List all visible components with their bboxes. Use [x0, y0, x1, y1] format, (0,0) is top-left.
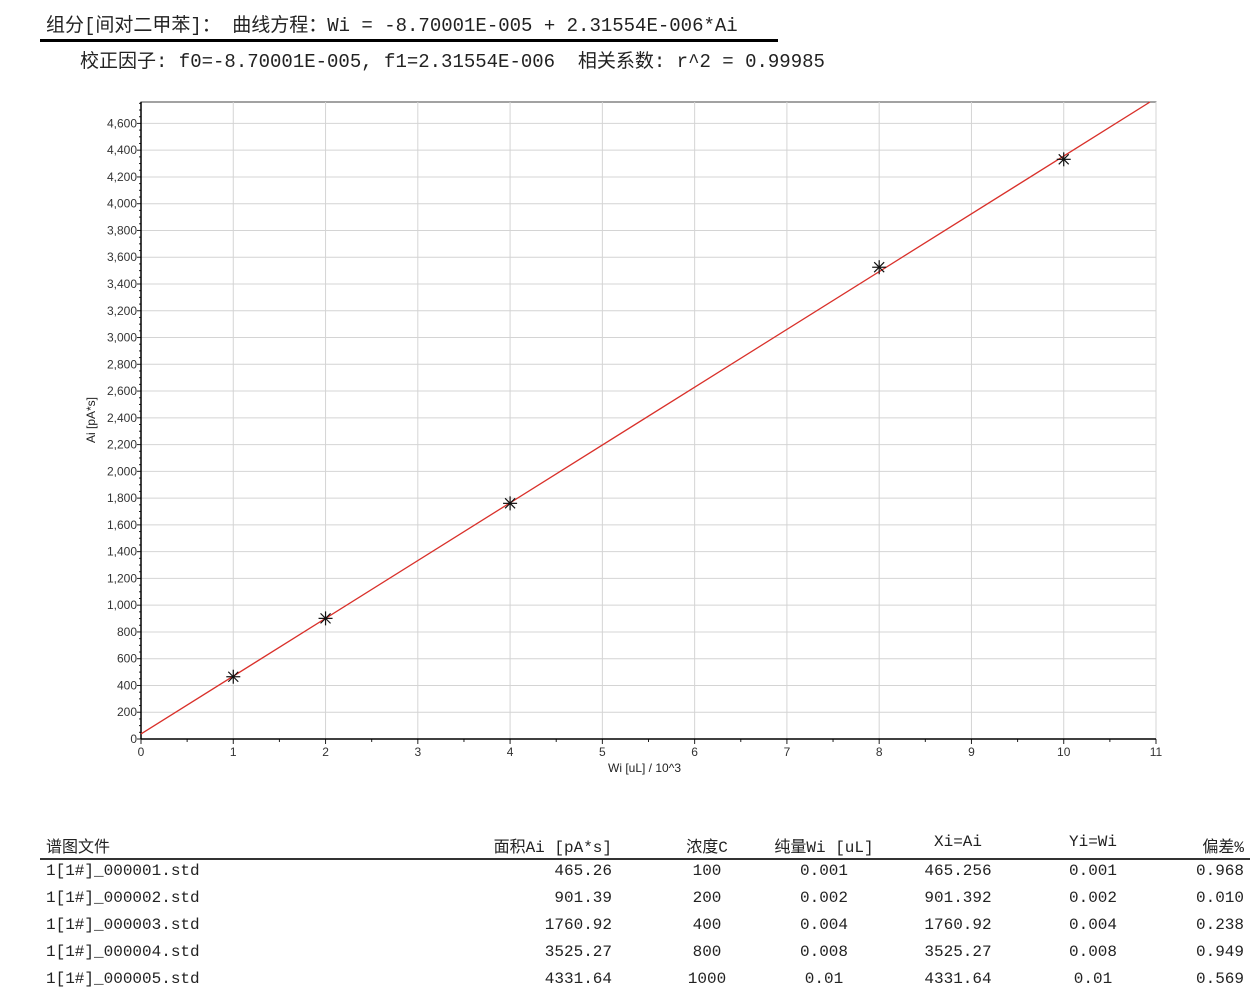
y-tick-label: 2,600	[107, 384, 137, 398]
table-cell: 3525.27	[544, 943, 612, 961]
fit-line	[140, 101, 1151, 735]
data-point-marker	[503, 496, 518, 511]
table-cell: 1[1#]_000005.std	[46, 970, 200, 988]
table-cell: 3525.27	[924, 943, 992, 961]
table-cell: 901.392	[924, 889, 992, 907]
table-cell: 4331.64	[924, 970, 992, 988]
x-tick-label: 3	[414, 745, 421, 759]
column-header: 浓度C	[686, 839, 728, 857]
table-cell: 200	[692, 889, 722, 907]
plot-area	[140, 101, 1157, 740]
y-tick-label: 3,200	[107, 304, 137, 318]
y-tick-label: 200	[117, 705, 137, 719]
y-tick-label: 3,400	[107, 277, 137, 291]
calibration-chart: 0 1 2 3 4 5 6 7 8 9 10 11 0 200 400 600 800 1,000 1,200 1,4…	[84, 101, 1163, 775]
column-header: 偏差%	[1202, 839, 1244, 857]
table-row: 1[1#]_000002.std 901.39 200 0.002 901.392 0.0…	[0, 889, 1254, 915]
data-point-marker	[872, 260, 887, 275]
table-cell: 800	[692, 943, 722, 961]
table-cell: 0.001	[799, 862, 849, 880]
y-tick-label: 4,600	[107, 116, 137, 130]
table-row: 1[1#]_000003.std 1760.92 400 0.004 1760.92 0.…	[0, 916, 1254, 942]
column-header: 面积Ai [pA*s]	[493, 839, 612, 857]
y-tick-label: 1,600	[107, 518, 137, 532]
y-tick-label: 1,800	[107, 491, 137, 505]
table-cell: 1000	[687, 970, 727, 988]
column-header: 谱图文件	[46, 839, 111, 857]
y-tick-label: 0	[130, 732, 137, 746]
table-cell: 0.01	[1073, 970, 1113, 988]
y-tick-label: 3,600	[107, 250, 137, 264]
table-cell: 0.008	[799, 943, 849, 961]
y-tick-label: 3,800	[107, 223, 137, 237]
x-tick-label: 4	[507, 745, 514, 759]
data-point-marker	[226, 669, 241, 684]
y-tick-label: 3,000	[107, 331, 137, 345]
column-header: 纯量Wi [uL]	[774, 839, 874, 857]
table-cell: 4331.64	[544, 970, 612, 988]
y-tick-label: 1,000	[107, 598, 137, 612]
table-cell: 400	[692, 916, 722, 934]
y-tick-label: 800	[117, 625, 137, 639]
y-tick-label: 4,200	[107, 170, 137, 184]
title-underline	[40, 39, 778, 42]
calibration-factors: 校正因子: f0=-8.70001E-005, f1=2.31554E-006 …	[80, 51, 825, 73]
table-cell: 1[1#]_000001.std	[46, 862, 200, 880]
table-cell: 1760.92	[544, 916, 612, 934]
y-tick-label: 1,200	[107, 571, 137, 585]
x-tick-label: 0	[138, 745, 145, 759]
table-cell: 0.010	[1195, 889, 1244, 907]
table-cell: 1[1#]_000003.std	[46, 916, 200, 934]
y-tick-label: 600	[117, 652, 137, 666]
table-row: 1[1#]_000001.std 465.26 100 0.001 465.256 0.0…	[0, 862, 1254, 888]
x-tick-label: 8	[876, 745, 883, 759]
table-cell: 0.002	[799, 889, 849, 907]
table-cell: 0.949	[1195, 943, 1244, 961]
y-tick-label: 1,400	[107, 545, 137, 559]
column-header: Xi=Ai	[933, 833, 983, 851]
table-cell: 0.01	[804, 970, 844, 988]
y-tick-label: 2,800	[107, 357, 137, 371]
data-point-marker	[318, 611, 333, 626]
y-tick-label: 2,200	[107, 438, 137, 452]
table-cell: 0.968	[1195, 862, 1244, 880]
table-row: 1[1#]_000004.std 3525.27 800 0.008 3525.27 0.…	[0, 943, 1254, 969]
table-cell: 1[1#]_000002.std	[46, 889, 200, 907]
data-point-marker	[1056, 152, 1071, 167]
column-header: Yi=Wi	[1068, 833, 1118, 851]
y-tick-label: 400	[117, 678, 137, 692]
curve-equation: 组分[间对二甲苯]： 曲线方程：Wi = -8.70001E-005 + 2.3…	[46, 15, 738, 37]
table-cell: 0.004	[799, 916, 849, 934]
x-tick-label: 1	[230, 745, 237, 759]
table-cell: 901.39	[554, 889, 612, 907]
x-tick-label: 10	[1057, 745, 1071, 759]
x-tick-label: 9	[968, 745, 975, 759]
x-tick-label: 6	[691, 745, 698, 759]
table-cell: 100	[692, 862, 722, 880]
x-axis-label: Wi [uL] / 10^3	[608, 761, 681, 775]
table-cell: 1[1#]_000004.std	[46, 943, 200, 961]
y-tick-label: 2,000	[107, 464, 137, 478]
y-tick-label: 2,400	[107, 411, 137, 425]
x-tick-label: 7	[784, 745, 791, 759]
table-cell: 1760.92	[924, 916, 992, 934]
table-header: 谱图文件 面积Ai [pA*s] 浓度C 纯量Wi [uL] Xi=Ai Yi=Wi 偏差%	[0, 833, 1254, 859]
y-tick-label: 4,400	[107, 143, 137, 157]
table-cell: 0.002	[1068, 889, 1118, 907]
table-cell: 0.238	[1195, 916, 1244, 934]
x-tick-label: 11	[1150, 745, 1163, 759]
table-cell: 465.256	[924, 862, 992, 880]
x-tick-label: 5	[599, 745, 606, 759]
table-header-divider	[40, 858, 1250, 860]
y-axis-label: Ai [pA*s]	[84, 397, 98, 443]
table-cell: 465.26	[554, 862, 612, 880]
table-cell: 0.008	[1068, 943, 1118, 961]
table-row: 1[1#]_000005.std 4331.64 1000 0.01 4331.64 0.…	[0, 970, 1254, 996]
table-cell: 0.004	[1068, 916, 1118, 934]
x-tick-label: 2	[322, 745, 329, 759]
y-tick-label: 4,000	[107, 197, 137, 211]
table-cell: 0.001	[1068, 862, 1118, 880]
table-cell: 0.569	[1195, 970, 1244, 988]
